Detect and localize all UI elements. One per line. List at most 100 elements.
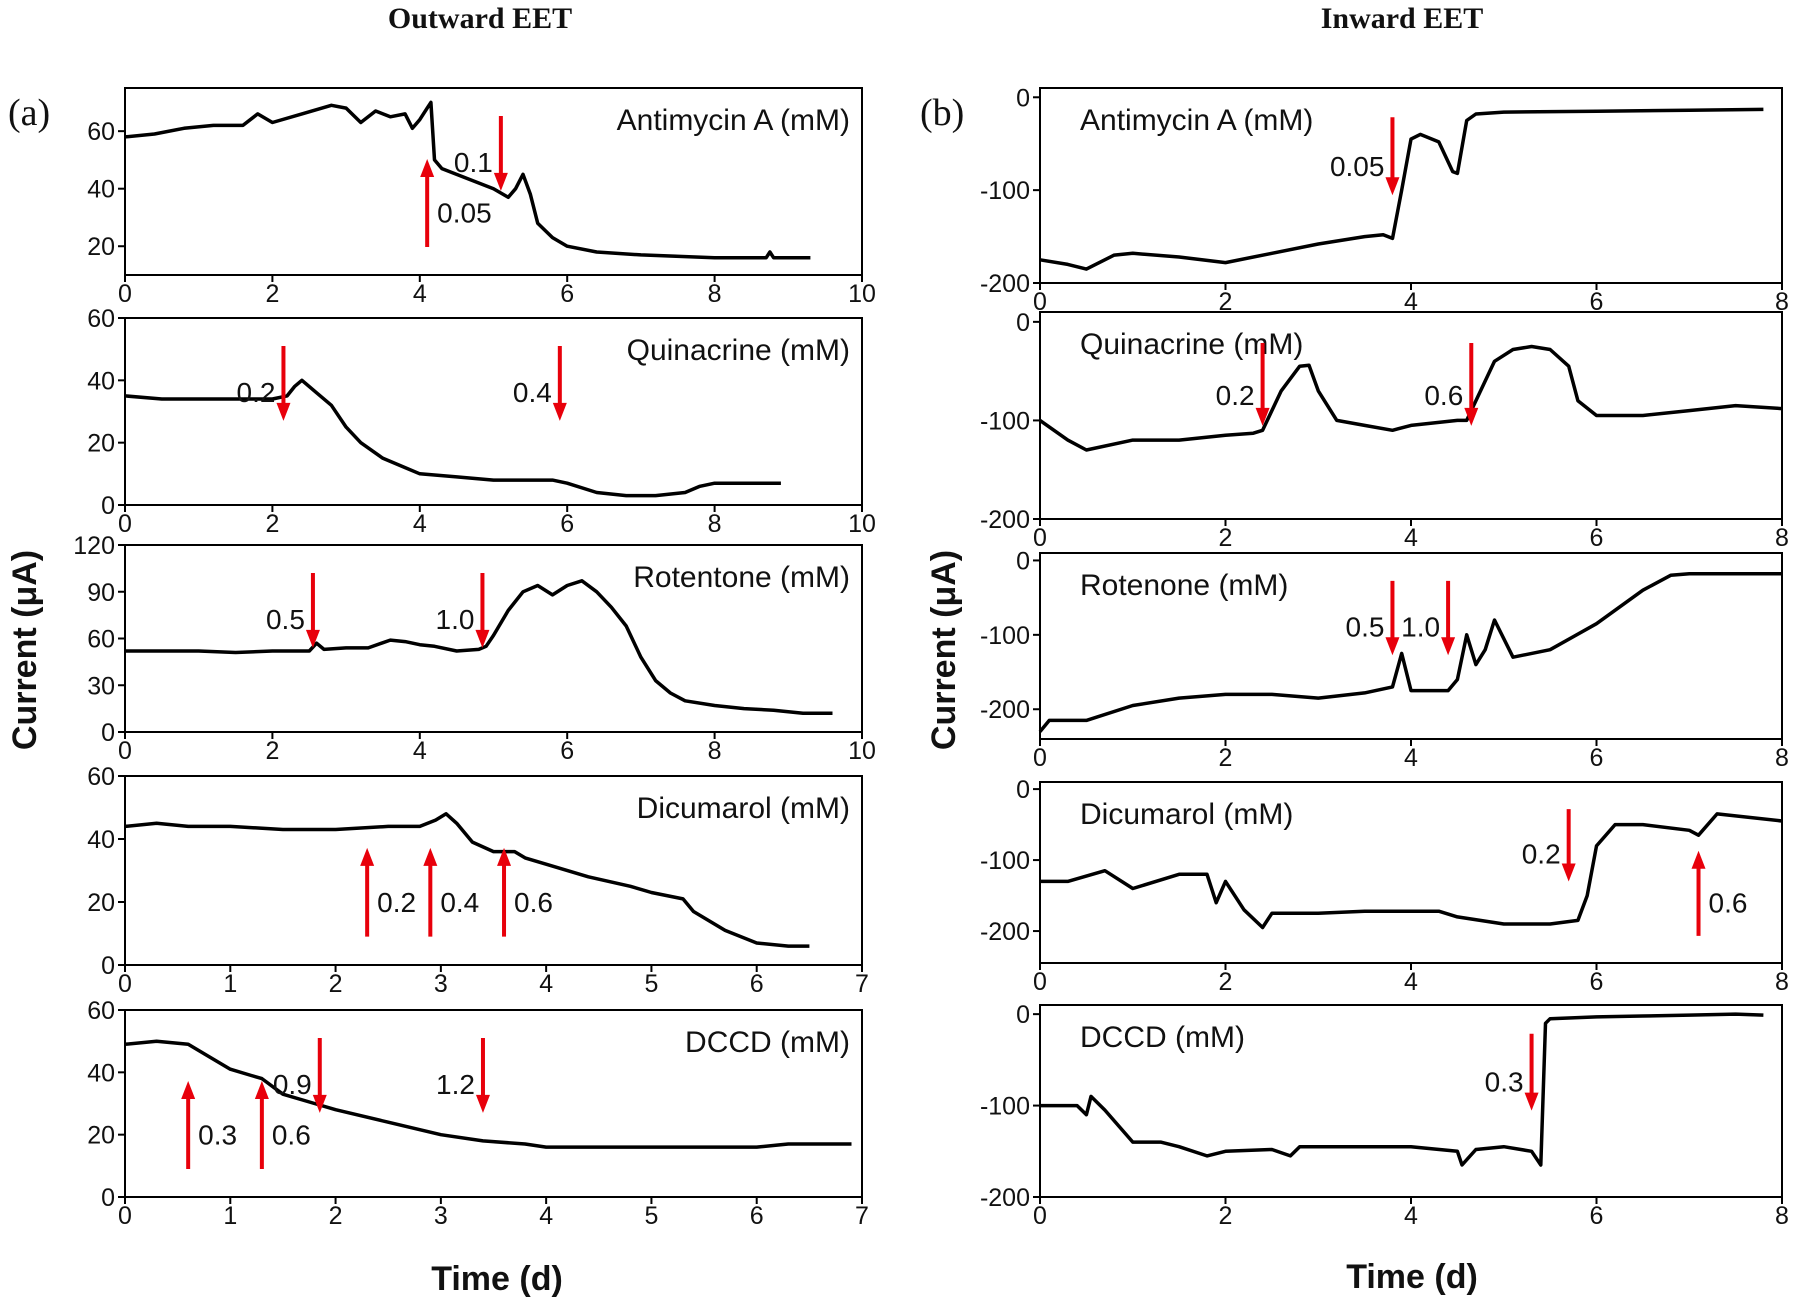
x-tick-label: 4 [413,510,427,538]
y-tick-label: 60 [87,997,115,1025]
x-tick-label: 6 [1590,288,1604,316]
subplot-title: Quinacrine (mM) [627,334,850,367]
series-line [1040,1012,1764,1167]
dose-arrow: 0.6 [497,847,553,937]
x-tick-label: 4 [1404,288,1418,316]
x-tick-label: 4 [1404,744,1418,772]
x-tick-label: 8 [708,510,722,538]
y-tick-label: 60 [87,626,115,654]
dose-arrow: 1.0 [436,573,490,648]
subplot-title: Rotentone (mM) [633,561,850,594]
subplot-right-1: 0 2 4 6 8 -200 -100 0 Quinacrine (mM) 0.2 0.6 [980,309,1789,552]
panel-b-label: (b) [920,92,964,134]
dose-label: 0.6 [272,1120,311,1151]
x-tick-label: 6 [560,280,574,308]
dose-arrow: 0.2 [237,346,291,421]
x-tick-label: 4 [413,737,427,765]
y-tick-label: 20 [87,1122,115,1150]
x-tick-label: 5 [644,970,658,998]
dose-label: 0.2 [1522,838,1561,869]
y-tick-label: 0 [101,1184,115,1212]
subplot-right-0: 0 2 4 6 8 -200 -100 0 Antimycin A (mM) 0.05 [980,84,1789,316]
dose-arrow: 0.5 [1346,580,1400,656]
series-line [1039,107,1764,271]
x-tick-label: 2 [1219,1202,1233,1230]
y-tick-label: 40 [87,1059,115,1087]
y-tick-label: 20 [87,233,115,261]
x-tick-label: 1 [223,970,237,998]
x-tick-label: 2 [1219,288,1233,316]
series-line [1040,812,1783,930]
subplot-left-4: 0 1 2 3 4 5 6 7 0 20 40 60 DCCD (mM) 0.3 0.6 0.9 1.2 [87,997,869,1230]
x-tick-label: 6 [560,737,574,765]
x-tick-label: 3 [434,1202,448,1230]
x-tick-label: 4 [539,1202,553,1230]
dose-label: 0.05 [437,198,492,229]
dose-label: 1.0 [1401,612,1440,643]
dose-label: 0.2 [377,887,416,918]
left-y-axis-label: Current (μA) [6,550,44,750]
x-tick-label: 0 [118,280,132,308]
dose-label: 0.2 [1216,380,1255,411]
subplot-title: DCCD (mM) [1080,1021,1245,1054]
x-tick-label: 2 [329,1202,343,1230]
inward-eet-header: Inward EET [1321,2,1484,35]
series-line [124,812,810,948]
subplot-title: Dicumarol (mM) [637,792,850,825]
y-tick-label: 90 [87,579,115,607]
y-tick-label: -200 [980,506,1030,534]
x-tick-label: 4 [1404,968,1418,996]
x-tick-label: 8 [708,737,722,765]
x-tick-label: 2 [265,510,279,538]
subplot-right-3: 0 2 4 6 8 -200 -100 0 Dicumarol (mM) 0.2 0.6 [980,776,1789,996]
y-tick-label: 40 [87,367,115,395]
x-tick-label: 2 [265,280,279,308]
subplot-title: Antimycin A (mM) [1080,104,1313,137]
x-tick-label: 2 [1219,744,1233,772]
y-tick-label: -100 [980,847,1030,875]
x-tick-label: 10 [848,737,876,765]
y-tick-label: -100 [980,407,1030,435]
y-tick-label: 0 [101,952,115,980]
dose-arrow: 0.2 [1522,809,1576,882]
dose-arrow: 0.4 [423,847,479,937]
y-tick-label: -200 [980,1184,1030,1212]
y-tick-label: -100 [980,622,1030,650]
x-tick-label: 6 [750,970,764,998]
x-tick-label: 4 [1404,1202,1418,1230]
dose-arrow: 0.05 [420,159,492,247]
subplot-left-2: 0 2 4 6 8 10 0 30 60 90 120 Rotentone (mM) 0.5 1.0 [73,532,876,765]
dose-label: 0.1 [454,147,493,178]
dose-label: 0.6 [514,887,553,918]
x-tick-label: 0 [118,510,132,538]
y-tick-label: -100 [980,177,1030,205]
x-tick-label: 8 [1775,968,1789,996]
dose-label: 1.2 [436,1069,475,1100]
y-tick-label: 60 [87,763,115,791]
y-tick-label: 30 [87,672,115,700]
y-tick-label: -100 [980,1093,1030,1121]
dose-label: 1.0 [436,604,475,635]
x-tick-label: 0 [1033,1202,1047,1230]
x-tick-label: 6 [1590,1202,1604,1230]
dose-arrow: 0.3 [181,1081,237,1169]
dose-arrow: 1.2 [436,1038,490,1113]
y-tick-label: 0 [1016,309,1030,337]
dose-label: 0.5 [1346,612,1385,643]
x-tick-label: 8 [1775,288,1789,316]
subplot-title: Quinacrine (mM) [1080,328,1303,361]
series-line [124,1039,852,1149]
x-tick-label: 8 [708,280,722,308]
series-line [1038,344,1783,452]
x-tick-label: 4 [539,970,553,998]
dose-arrow: 0.6 [1424,343,1479,426]
plot-frame [124,317,863,506]
series-line [124,100,811,260]
x-tick-label: 0 [1033,524,1047,552]
x-tick-label: 8 [1775,1202,1789,1230]
y-tick-label: 0 [101,719,115,747]
dose-arrow: 0.5 [266,573,320,648]
y-tick-label: 40 [87,176,115,204]
x-tick-label: 8 [1775,744,1789,772]
y-tick-label: -200 [980,918,1030,946]
